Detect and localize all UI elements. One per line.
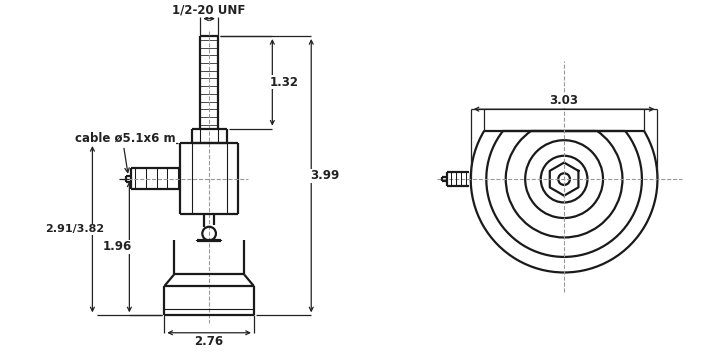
Text: 3.03: 3.03 — [550, 94, 579, 107]
Text: 1.96: 1.96 — [103, 240, 132, 253]
Text: 2.76: 2.76 — [195, 335, 224, 348]
Text: 1.32: 1.32 — [270, 76, 298, 89]
Text: cable ø5.1x6 m: cable ø5.1x6 m — [75, 131, 176, 144]
Text: 2.91/3.82: 2.91/3.82 — [45, 224, 104, 234]
Text: 3.99: 3.99 — [310, 169, 339, 182]
Text: 1/2-20 UNF: 1/2-20 UNF — [173, 4, 246, 16]
